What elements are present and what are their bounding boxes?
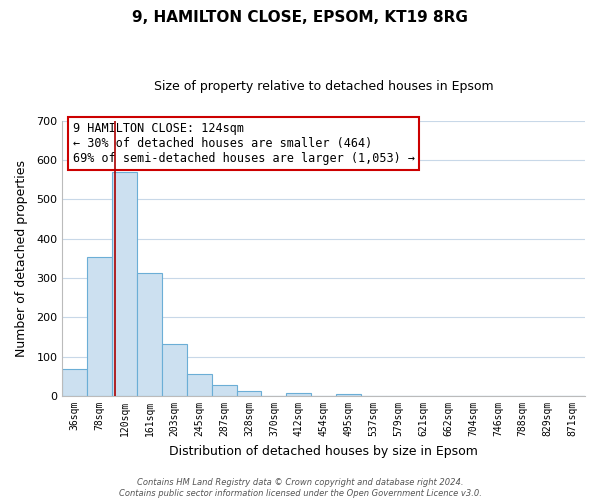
Bar: [236, 391, 262, 396]
Bar: [162, 344, 187, 396]
Bar: [212, 386, 236, 396]
Bar: [112, 172, 137, 396]
X-axis label: Distribution of detached houses by size in Epsom: Distribution of detached houses by size …: [169, 444, 478, 458]
Bar: [62, 370, 87, 396]
Bar: [87, 256, 112, 396]
Bar: [187, 374, 212, 396]
Text: 9, HAMILTON CLOSE, EPSOM, KT19 8RG: 9, HAMILTON CLOSE, EPSOM, KT19 8RG: [132, 10, 468, 25]
Bar: [286, 392, 311, 396]
Text: Contains HM Land Registry data © Crown copyright and database right 2024.
Contai: Contains HM Land Registry data © Crown c…: [119, 478, 481, 498]
Text: 9 HAMILTON CLOSE: 124sqm
← 30% of detached houses are smaller (464)
69% of semi-: 9 HAMILTON CLOSE: 124sqm ← 30% of detach…: [73, 122, 415, 165]
Title: Size of property relative to detached houses in Epsom: Size of property relative to detached ho…: [154, 80, 493, 93]
Bar: [137, 274, 162, 396]
Y-axis label: Number of detached properties: Number of detached properties: [15, 160, 28, 357]
Bar: [336, 394, 361, 396]
